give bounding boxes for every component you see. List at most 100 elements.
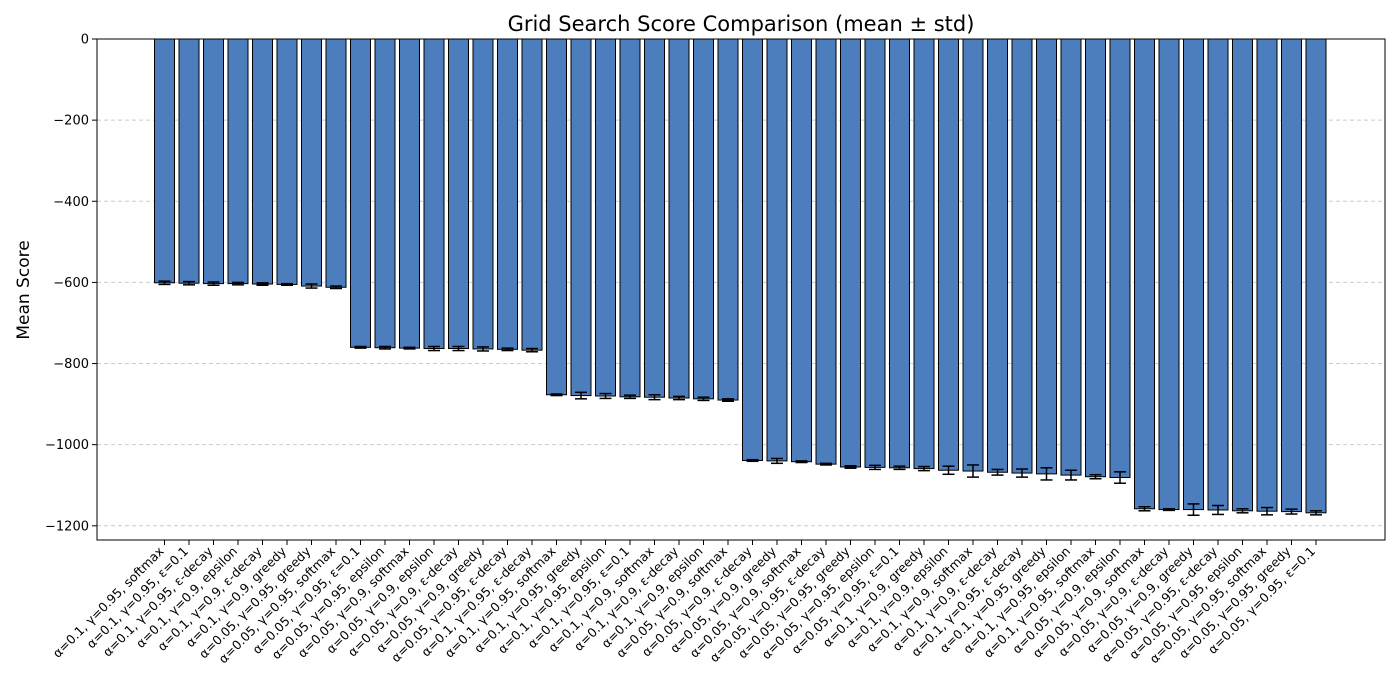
bar bbox=[595, 38, 616, 397]
bar bbox=[938, 38, 959, 471]
error-bar bbox=[330, 285, 342, 290]
y-tick-label: −200 bbox=[53, 114, 89, 129]
bar bbox=[1183, 38, 1204, 511]
bar bbox=[301, 38, 322, 287]
bar bbox=[203, 38, 224, 285]
y-tick-label: −1200 bbox=[45, 519, 89, 534]
error-bar bbox=[1138, 505, 1151, 512]
bar bbox=[987, 38, 1008, 473]
error-bar bbox=[1187, 503, 1200, 517]
bar bbox=[742, 38, 763, 461]
error-bar bbox=[354, 345, 367, 349]
y-tick-label: −1000 bbox=[45, 438, 89, 453]
error-bar bbox=[256, 282, 269, 286]
bar bbox=[252, 38, 273, 285]
bar bbox=[472, 38, 494, 350]
bar bbox=[1134, 38, 1155, 510]
error-bar bbox=[526, 347, 538, 353]
y-tick-label: −800 bbox=[53, 357, 89, 372]
bar bbox=[1109, 38, 1131, 479]
error-bar bbox=[1065, 469, 1077, 481]
error-bar bbox=[869, 464, 881, 471]
error-bar bbox=[550, 393, 563, 397]
plot-frame bbox=[96, 38, 1386, 541]
error-bar bbox=[1163, 508, 1175, 512]
error-bar bbox=[1261, 506, 1273, 516]
bar bbox=[570, 38, 592, 397]
error-bar bbox=[1236, 508, 1249, 514]
bar bbox=[374, 38, 396, 349]
error-bar bbox=[1040, 467, 1053, 481]
bar bbox=[1281, 38, 1302, 513]
error-bar bbox=[648, 394, 661, 401]
bar bbox=[913, 38, 935, 470]
bar bbox=[864, 38, 886, 468]
bar bbox=[1011, 38, 1033, 474]
error-bar bbox=[697, 396, 710, 402]
bar bbox=[276, 38, 298, 285]
error-bar bbox=[1212, 504, 1224, 516]
bar bbox=[815, 38, 837, 465]
error-bar bbox=[281, 282, 293, 286]
error-bar bbox=[599, 392, 612, 400]
bars bbox=[154, 38, 1327, 514]
y-axis-ticks: 0 −200 −400 −600 −800 −1000 −1200 bbox=[45, 33, 97, 534]
error-bar bbox=[501, 347, 514, 352]
error-bar bbox=[428, 345, 440, 352]
error-bar bbox=[624, 394, 636, 400]
error-bar bbox=[795, 460, 808, 464]
error-bar bbox=[746, 458, 759, 463]
error-bar bbox=[918, 465, 930, 472]
bar bbox=[325, 38, 347, 288]
bar bbox=[668, 38, 690, 399]
error-bar bbox=[452, 345, 465, 352]
bar bbox=[1158, 38, 1180, 511]
y-tick-label: −400 bbox=[53, 195, 89, 210]
bar bbox=[840, 38, 861, 468]
error-bar bbox=[232, 281, 244, 286]
error-bar bbox=[403, 346, 416, 350]
bar bbox=[1085, 38, 1106, 478]
bar bbox=[644, 38, 665, 398]
bar bbox=[521, 38, 543, 351]
bar bbox=[791, 38, 812, 463]
bar bbox=[766, 38, 788, 462]
y-tick-label: 0 bbox=[81, 33, 89, 48]
chart-title: Grid Search Score Comparison (mean ± std… bbox=[508, 12, 975, 36]
error-bar bbox=[844, 465, 857, 469]
error-bar bbox=[1285, 508, 1298, 515]
bar bbox=[1305, 38, 1327, 514]
error-bar bbox=[1114, 471, 1126, 484]
bar bbox=[154, 38, 175, 284]
error-bar bbox=[967, 464, 979, 478]
error-bar bbox=[477, 346, 489, 352]
bar bbox=[497, 38, 518, 350]
bar bbox=[546, 38, 567, 396]
error-bar bbox=[722, 398, 734, 403]
error-bar bbox=[305, 283, 318, 289]
bar bbox=[1207, 38, 1229, 511]
bar bbox=[227, 38, 249, 285]
error-bar bbox=[771, 457, 783, 465]
y-axis-label: Mean Score bbox=[14, 240, 34, 339]
error-bar bbox=[673, 395, 685, 401]
bar bbox=[693, 38, 714, 400]
y-tick-label: −600 bbox=[53, 276, 89, 291]
error-bar bbox=[183, 280, 195, 286]
error-bar bbox=[942, 465, 955, 476]
error-bar bbox=[893, 465, 906, 471]
error-bar bbox=[1016, 468, 1028, 478]
error-bar bbox=[820, 462, 832, 466]
error-bar bbox=[575, 391, 587, 400]
bar bbox=[962, 38, 984, 472]
bar bbox=[178, 38, 200, 284]
error-bar bbox=[379, 345, 391, 350]
error-bar bbox=[1089, 473, 1102, 480]
error-bar bbox=[991, 468, 1004, 476]
error-bar bbox=[158, 280, 171, 286]
bar bbox=[350, 38, 371, 348]
bar bbox=[448, 38, 469, 350]
bar bbox=[717, 38, 739, 401]
bar bbox=[1232, 38, 1253, 512]
